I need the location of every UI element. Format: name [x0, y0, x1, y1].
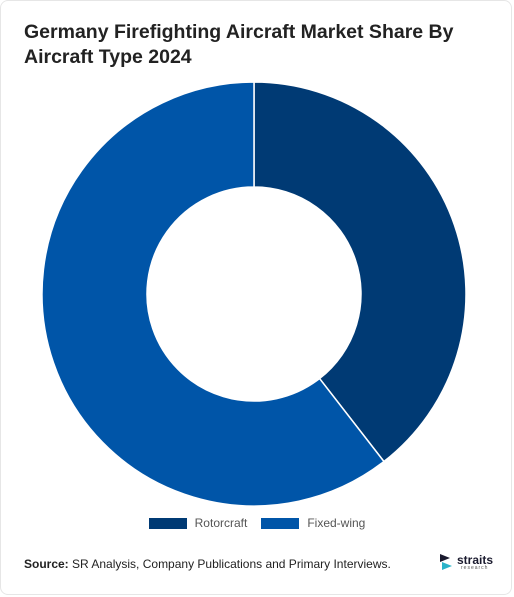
chart-legend: Rotorcraft Fixed-wing: [0, 516, 514, 530]
legend-label: Fixed-wing: [307, 516, 366, 530]
legend-label: Rotorcraft: [194, 516, 248, 530]
legend-item-rotorcraft: Rotorcraft: [148, 516, 248, 530]
legend-swatch: [261, 517, 300, 529]
source-note: Source: SR Analysis, Company Publication…: [24, 557, 391, 571]
logo-wordmark: straits: [457, 552, 494, 567]
legend-item-fixed-wing: Fixed-wing: [261, 516, 365, 530]
chart-title: Germany Firefighting Aircraft Market Sha…: [24, 21, 454, 68]
donut-slice-fixed-wing: [41, 81, 385, 507]
legend-swatch: [148, 517, 187, 529]
source-label: Source:: [24, 557, 69, 571]
straits-logo: straits research: [438, 552, 493, 572]
logo-subtext: research: [461, 564, 489, 571]
source-text: SR Analysis, Company Publications and Pr…: [72, 557, 391, 571]
donut-slice-rotorcraft: [253, 81, 467, 463]
straits-logo-icon: [440, 554, 452, 570]
